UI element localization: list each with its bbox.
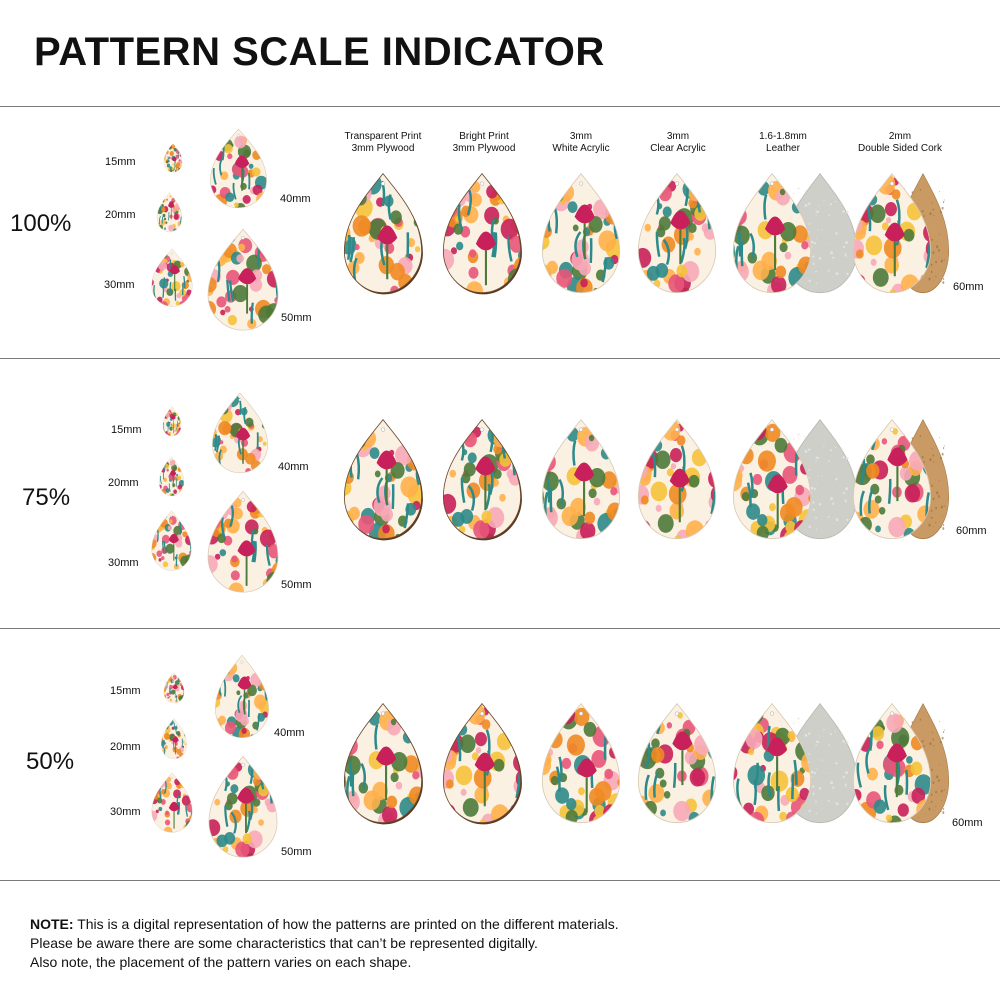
page-title: PATTERN SCALE INDICATOR <box>34 30 605 74</box>
size-label-30: 30mm <box>108 557 139 569</box>
teardrop-40mm <box>208 128 269 210</box>
size-label-40: 40mm <box>278 461 309 473</box>
material-label-cork: 2mm Double Sided Cork <box>858 131 942 154</box>
teardrop-white-acrylic <box>539 172 623 296</box>
teardrop-50mm <box>206 755 280 860</box>
teardrop-bright-plywood <box>440 172 524 296</box>
teardrop-50mm <box>205 490 281 595</box>
teardrop-bright-plywood <box>440 418 524 542</box>
divider-2 <box>0 628 1000 629</box>
teardrop-clear-acrylic <box>635 702 719 826</box>
size-label-30: 30mm <box>104 279 135 291</box>
teardrop-clear-acrylic <box>635 418 719 542</box>
teardrop-40mm <box>210 392 270 475</box>
divider-1 <box>0 358 1000 359</box>
teardrop-cork <box>850 172 934 296</box>
teardrop-30mm <box>150 248 194 308</box>
scale-label: 50% <box>26 748 75 775</box>
size-label-20: 20mm <box>105 209 136 221</box>
teardrop-50mm <box>205 228 281 333</box>
size-label-60: 60mm <box>953 281 984 293</box>
size-label-60: 60mm <box>956 525 987 537</box>
teardrop-leather <box>730 702 814 826</box>
teardrop-transparent-plywood <box>341 418 425 542</box>
teardrop-leather <box>730 418 814 542</box>
divider-bottom <box>0 880 1000 881</box>
note-text: NOTE: This is a digital representation o… <box>30 915 619 972</box>
teardrop-20mm <box>158 456 185 497</box>
teardrop-cork <box>850 418 934 542</box>
teardrop-15mm <box>163 672 185 704</box>
size-label-15: 15mm <box>105 156 136 168</box>
teardrop-white-acrylic <box>539 418 623 542</box>
teardrop-cork <box>850 702 934 826</box>
teardrop-20mm <box>160 718 188 760</box>
size-label-20: 20mm <box>108 477 139 489</box>
size-label-30: 30mm <box>110 806 141 818</box>
divider-top <box>0 106 1000 107</box>
material-label-clear-acrylic: 3mm Clear Acrylic <box>650 131 706 154</box>
size-label-50: 50mm <box>281 846 312 858</box>
teardrop-clear-acrylic <box>635 172 719 296</box>
teardrop-15mm <box>162 406 182 437</box>
teardrop-40mm <box>213 654 271 740</box>
teardrop-leather <box>730 172 814 296</box>
teardrop-30mm <box>150 510 193 572</box>
material-label-bright-plywood: Bright Print 3mm Plywood <box>452 131 516 154</box>
scale-label: 100% <box>10 210 72 237</box>
scale-label: 75% <box>22 484 71 511</box>
teardrop-white-acrylic <box>539 702 623 826</box>
note-line-2: Please be aware there are some character… <box>30 935 538 951</box>
material-label-leather: 1.6-1.8mm Leather <box>759 131 807 154</box>
teardrop-20mm <box>156 192 183 233</box>
size-label-40: 40mm <box>280 193 311 205</box>
size-label-50: 50mm <box>281 312 312 324</box>
material-label-transparent-plywood: Transparent Print 3mm Plywood <box>344 131 422 154</box>
note-line-1: This is a digital representation of how … <box>73 916 619 932</box>
teardrop-30mm <box>150 772 194 834</box>
teardrop-15mm <box>163 143 183 173</box>
size-label-50: 50mm <box>281 579 312 591</box>
teardrop-bright-plywood <box>440 702 524 826</box>
size-label-60: 60mm <box>952 817 983 829</box>
size-label-40: 40mm <box>274 727 305 739</box>
material-label-white-acrylic: 3mm White Acrylic <box>552 131 610 154</box>
size-label-15: 15mm <box>110 685 141 697</box>
teardrop-transparent-plywood <box>341 702 425 826</box>
size-label-20: 20mm <box>110 741 141 753</box>
teardrop-transparent-plywood <box>341 172 425 296</box>
note-line-3: Also note, the placement of the pattern … <box>30 954 412 970</box>
size-label-15: 15mm <box>111 424 142 436</box>
note-prefix: NOTE: <box>30 916 74 932</box>
